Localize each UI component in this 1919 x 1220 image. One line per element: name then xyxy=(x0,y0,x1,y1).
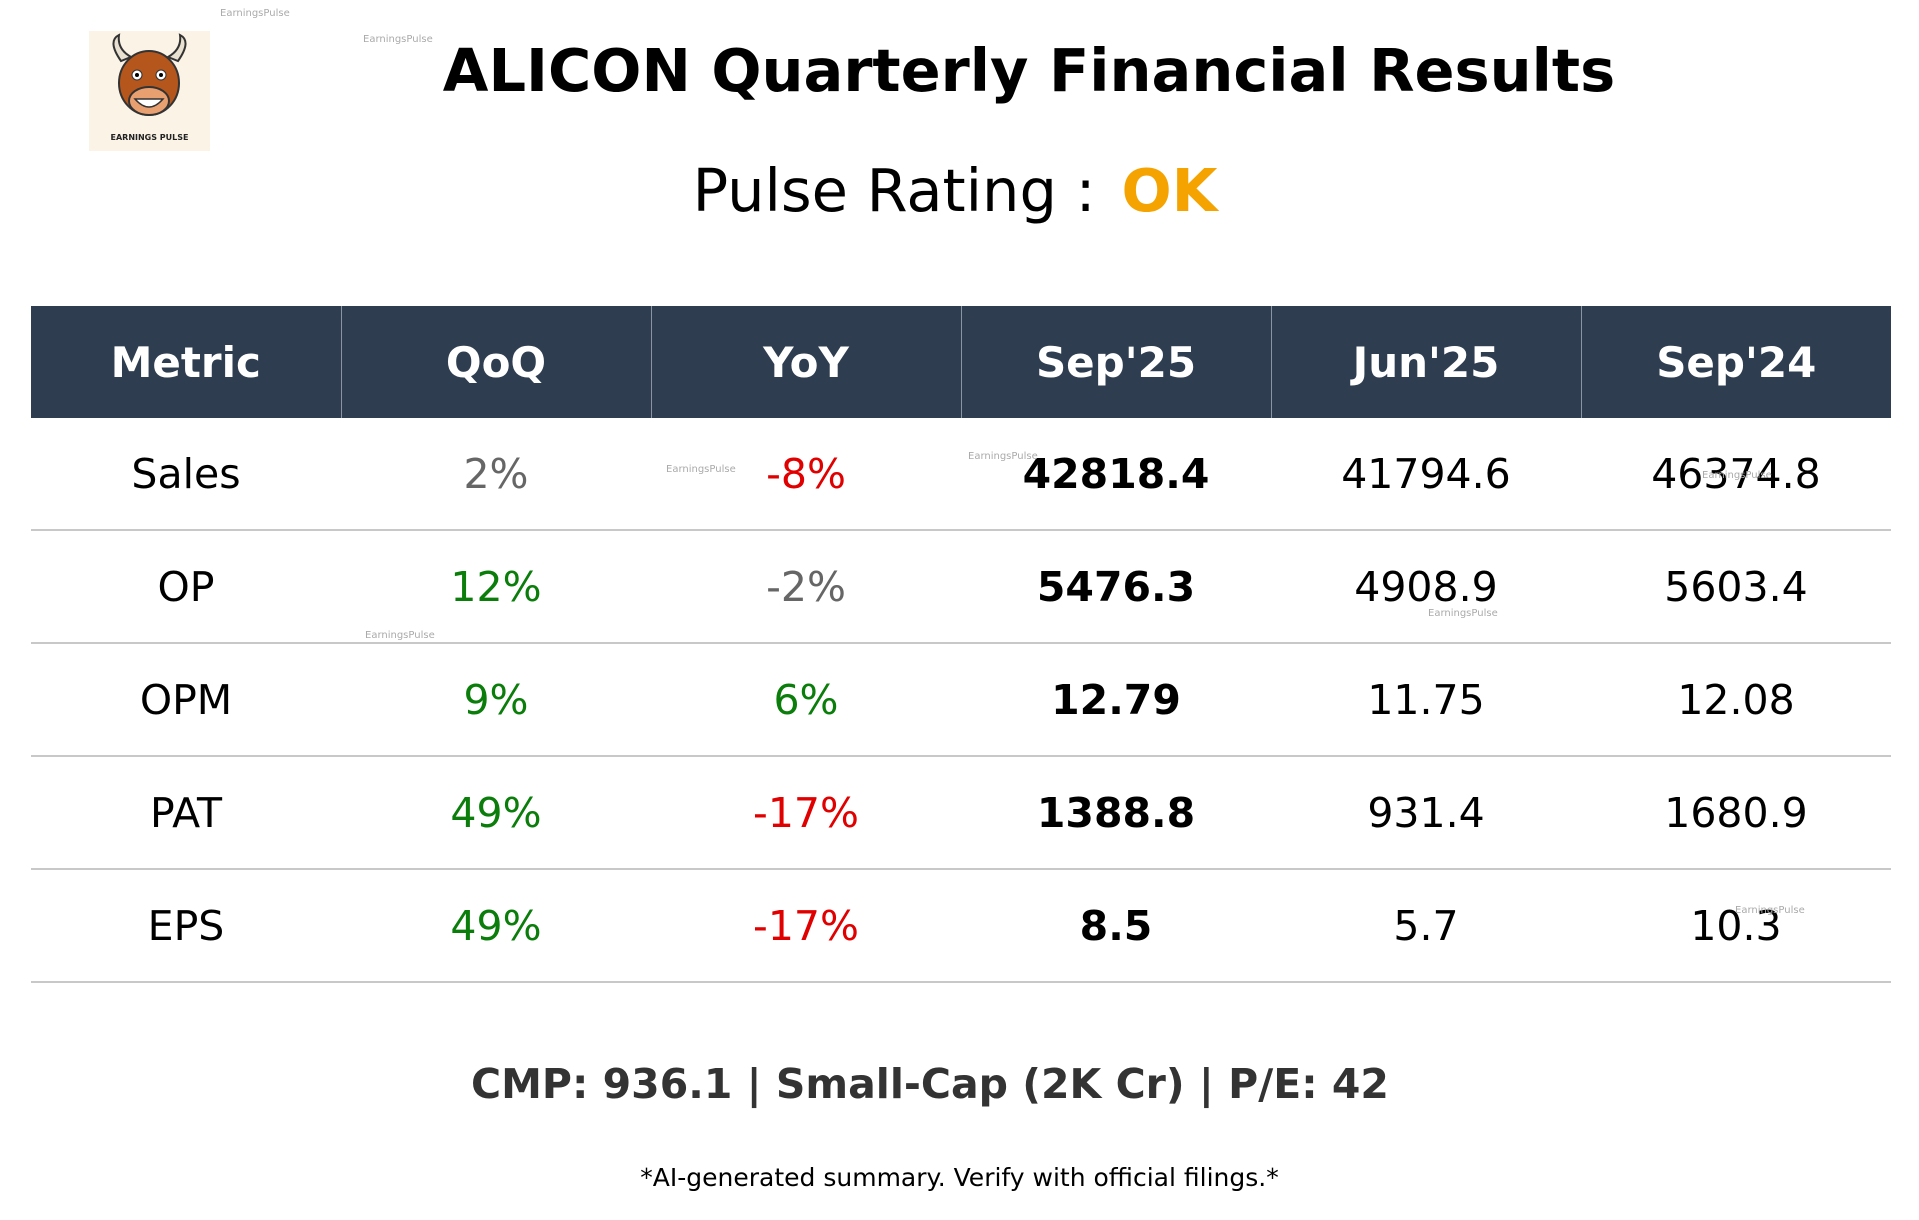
table-cell: 931.4 xyxy=(1271,756,1581,870)
table-cell: 42818.4 xyxy=(961,418,1271,531)
logo: EARNINGS PULSE xyxy=(89,31,210,151)
results-table: Metric QoQ YoY Sep'25 Jun'25 Sep'24 Sales 2% -8… xyxy=(31,306,1891,983)
table-cell: -2% xyxy=(651,530,961,644)
table-cell: -17% xyxy=(651,869,961,983)
table-cell: 49% xyxy=(341,869,651,983)
rating-value: OK xyxy=(1121,156,1218,225)
table-row: PAT 49% -17% 1388.8 931.4 1680.9 xyxy=(31,756,1891,870)
column-header: Metric xyxy=(31,306,341,418)
table-cell: 5603.4 xyxy=(1581,530,1891,644)
header-row: Metric QoQ YoY Sep'25 Jun'25 Sep'24 xyxy=(31,306,1891,418)
table-cell: OP xyxy=(31,530,341,644)
table-cell: EPS xyxy=(31,869,341,983)
rating: Pulse Rating : OK xyxy=(0,156,1910,225)
table-cell: 1680.9 xyxy=(1581,756,1891,870)
watermark: EarningsPulse xyxy=(1428,608,1498,619)
table-cell: 10.3 xyxy=(1581,869,1891,983)
watermark: EarningsPulse xyxy=(1702,470,1772,481)
watermark: EarningsPulse xyxy=(365,630,435,641)
table-cell: Sales xyxy=(31,418,341,531)
table-row: OP 12% -2% 5476.3 4908.9 5603.4 xyxy=(31,530,1891,644)
table-cell: PAT xyxy=(31,756,341,870)
watermark: EarningsPulse xyxy=(968,451,1038,462)
disclaimer: *AI-generated summary. Verify with offic… xyxy=(640,1163,1279,1192)
watermark: EarningsPulse xyxy=(220,8,290,19)
table-cell: 2% xyxy=(341,418,651,531)
watermark: EarningsPulse xyxy=(363,34,433,45)
column-header: Jun'25 xyxy=(1270,306,1581,418)
table-cell: 9% xyxy=(341,643,651,757)
table-cell: 12.79 xyxy=(961,643,1271,757)
column-header: QoQ xyxy=(340,306,651,418)
table-cell: 4908.9 xyxy=(1271,530,1581,644)
table-cell: -17% xyxy=(651,756,961,870)
table-row: Sales 2% -8% 42818.4 41794.6 46374.8 xyxy=(31,418,1891,531)
table-cell: 6% xyxy=(651,643,961,757)
table-row: OPM 9% 6% 12.79 11.75 12.08 xyxy=(31,643,1891,757)
table-cell: 5.7 xyxy=(1271,869,1581,983)
table-cell: OPM xyxy=(31,643,341,757)
table-cell: 12.08 xyxy=(1581,643,1891,757)
table-cell: 1388.8 xyxy=(961,756,1271,870)
table-cell: 5476.3 xyxy=(961,530,1271,644)
column-header: YoY xyxy=(650,306,961,418)
table-cell: -8% xyxy=(651,418,961,531)
rating-label: Pulse Rating : xyxy=(692,156,1096,225)
column-header: Sep'24 xyxy=(1580,306,1891,418)
logo-icon xyxy=(112,33,187,116)
title: ALICON Quarterly Financial Results xyxy=(442,36,1616,105)
logo-text: EARNINGS PULSE xyxy=(110,133,189,142)
table-cell: 8.5 xyxy=(961,869,1271,983)
table-row: EPS 49% -17% 8.5 5.7 10.3 xyxy=(31,869,1891,983)
watermark: EarningsPulse xyxy=(666,464,736,475)
summary: CMP: 936.1 | Small-Cap (2K Cr) | P/E: 42 xyxy=(471,1060,1389,1108)
table-cell: 11.75 xyxy=(1271,643,1581,757)
watermark: EarningsPulse xyxy=(1735,905,1805,916)
table-cell: 41794.6 xyxy=(1271,418,1581,531)
table-cell: 49% xyxy=(341,756,651,870)
table-cell: 46374.8 xyxy=(1581,418,1891,531)
column-header: Sep'25 xyxy=(960,306,1271,418)
table-cell: 12% xyxy=(341,530,651,644)
